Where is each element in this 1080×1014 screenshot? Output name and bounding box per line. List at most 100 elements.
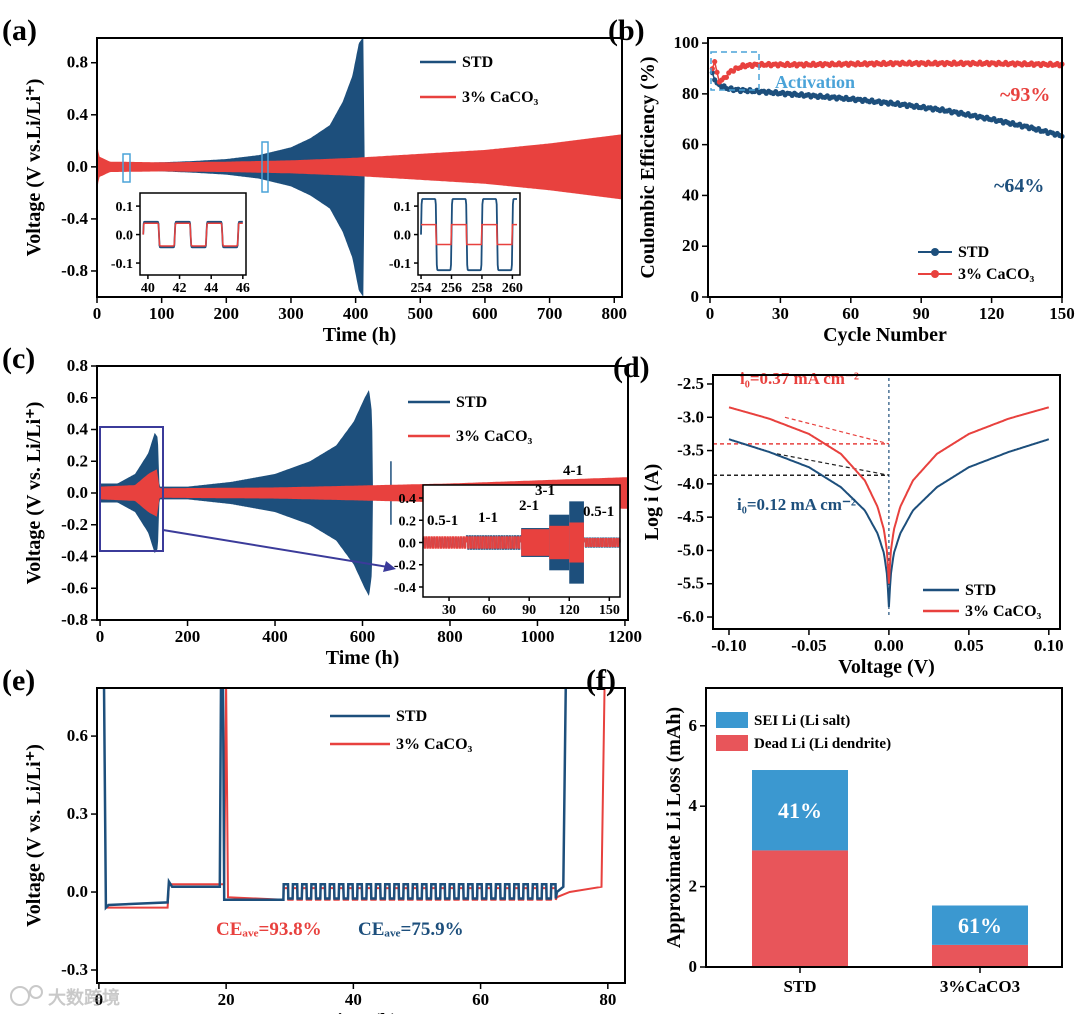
x-tick-label: 1200: [608, 627, 642, 646]
caco3-inset-trace: [583, 538, 621, 547]
x-axis-label: Time (h): [326, 647, 400, 669]
y-tick-label: -4.0: [677, 474, 704, 493]
legend-label: STD: [462, 54, 493, 71]
x-tick-label: 256: [441, 281, 462, 296]
y-tick-label: -0.1: [389, 257, 411, 272]
std-ce-series: [709, 70, 1065, 140]
x-tick-label: 46: [236, 281, 250, 296]
y-tick-label: -0.8: [61, 610, 88, 629]
y-tick-label: -2.5: [677, 374, 704, 393]
legend-label: 3% CaCO₃: [456, 428, 533, 445]
caco3-voltage-trace: [97, 134, 622, 200]
y-tick-label: -0.4: [61, 547, 88, 566]
rate-label: 2-1: [519, 498, 539, 514]
y-tick-label: -4.5: [677, 507, 704, 526]
inset-background: [418, 193, 520, 275]
y-tick-label: 0.4: [67, 420, 89, 439]
caco3-inset-trace: [142, 222, 243, 247]
panel-label: (f): [586, 664, 616, 697]
y-tick-label: 0.4: [399, 492, 417, 507]
panel-e: 0 20 40 60 80 -0.3 0.0 0.3 0.6 STD 3% CaCO₃ CEₐᵥₑ=9…: [2, 664, 626, 1014]
x-tick-label: 258: [471, 281, 492, 296]
zoom-box: [99, 426, 164, 552]
rate-label: 3-1: [535, 483, 555, 499]
legend-label: 3% CaCO₃: [396, 736, 473, 753]
y-tick-label: 0.6: [67, 388, 88, 407]
data-point: [714, 69, 720, 75]
plot-frame: [139, 192, 247, 276]
activation-box: [710, 51, 760, 91]
x-tick-label: 100: [149, 304, 175, 323]
y-tick-label: -3.0: [677, 407, 704, 426]
y-tick-label: 0.2: [399, 514, 417, 529]
y-tick-label: -0.1: [111, 257, 133, 272]
caco3-inset-trace: [421, 223, 517, 246]
legend-swatch: [716, 712, 748, 728]
caco3-inset-band: [549, 525, 570, 560]
x-tick-label: 44: [204, 281, 218, 296]
legend-label: STD: [965, 582, 996, 599]
legend-swatch: [716, 735, 748, 751]
y-tick-label: -0.3: [61, 960, 88, 979]
caco3-inset-band: [569, 522, 584, 563]
x-tick-label: 0.00: [874, 636, 904, 655]
x-tick-label: 700: [537, 304, 563, 323]
legend-marker: [931, 248, 939, 256]
x-tick-label: 30: [442, 603, 456, 618]
x-tick-label: 800: [601, 304, 627, 323]
y-tick-label: 6: [689, 716, 698, 735]
watermark-icon: [29, 985, 43, 999]
y-axis-label: Voltage (V vs. Li/Li⁺): [23, 402, 45, 585]
y-tick-label: 20: [682, 236, 699, 255]
y-tick-label: 0.3: [67, 804, 88, 823]
legend-label: 3% CaCO₃: [958, 266, 1035, 283]
x-tick-label: -0.10: [711, 636, 746, 655]
y-tick-label: -5.5: [677, 574, 704, 593]
watermark-icon: [10, 986, 30, 1006]
y-axis-label: Approximate Li Loss (mAh): [663, 707, 685, 948]
y-axis-label: Coulombic Efficiency (%): [637, 56, 659, 278]
y-tick-label: 0.1: [394, 200, 412, 215]
y-tick-label: 0.0: [67, 483, 88, 502]
x-tick-label: 500: [408, 304, 434, 323]
y-tick-label: 0.6: [67, 726, 88, 745]
watermark-text: 大数跨境: [48, 987, 120, 1009]
std-tafel-tangent: [776, 453, 890, 476]
bar-percentage-label: 41%: [778, 798, 822, 823]
plot-frame: [422, 484, 621, 598]
y-tick-label: 80: [682, 84, 699, 103]
legend-label: Dead Li (Li dendrite): [754, 736, 891, 752]
caco3-final-label: ~93%: [1000, 84, 1050, 106]
caco3-inset-band: [521, 529, 550, 556]
panel-label: (e): [2, 664, 35, 697]
activation-label: Activation: [775, 72, 855, 92]
panel-f: 0 2 4 6 41% STD 61% 3%CaCO3 SEI Li (Li salt) Dead…: [586, 664, 1063, 996]
data-point: [723, 74, 730, 80]
x-tick-label: 600: [350, 627, 376, 646]
x-tick-label: 30: [772, 304, 789, 323]
x-tick-label: 90: [522, 603, 536, 618]
y-tick-label: -0.4: [61, 209, 88, 228]
dead-li-bar: [752, 850, 848, 967]
y-tick-label: -0.2: [394, 559, 416, 574]
zoom-marker: [261, 141, 269, 193]
caco3-voltage-trace: [105, 688, 606, 909]
caco3-tafel-tangent: [784, 416, 890, 445]
caco3-ce-label: CEₐᵥₑ=93.8%: [216, 919, 322, 940]
y-tick-label: 0.8: [67, 356, 88, 375]
plot-frame: [712, 374, 1061, 630]
caco3-inset-trace: [422, 536, 467, 549]
y-tick-label: 100: [674, 33, 700, 52]
y-tick-label: 40: [682, 185, 699, 204]
inset-background: [140, 193, 246, 275]
x-tick-label: 0.10: [1034, 636, 1064, 655]
std-voltage-trace: [102, 688, 568, 911]
x-tick-label: 0.05: [954, 636, 984, 655]
x-tick-label: 0: [93, 304, 102, 323]
y-tick-label: 4: [689, 796, 698, 815]
rate-label: 4-1: [563, 463, 583, 479]
x-tick-label: 400: [262, 627, 288, 646]
y-tick-label: 0.0: [116, 229, 134, 244]
legend-label: STD: [456, 394, 487, 411]
y-tick-label: 2: [689, 877, 698, 896]
